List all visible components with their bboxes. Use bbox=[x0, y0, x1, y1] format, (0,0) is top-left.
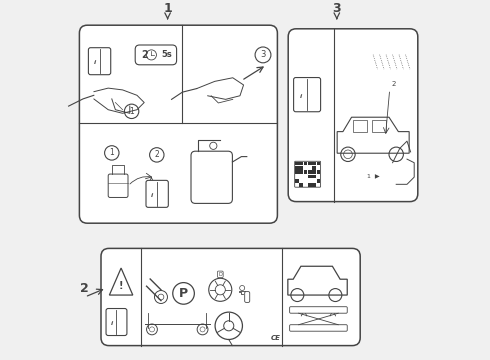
FancyBboxPatch shape bbox=[288, 29, 418, 202]
Text: CE: CE bbox=[271, 334, 281, 341]
Bar bbox=[308, 162, 312, 165]
Bar bbox=[295, 162, 298, 165]
Text: 3: 3 bbox=[260, 50, 266, 59]
Bar bbox=[353, 120, 368, 132]
Text: i: i bbox=[300, 94, 302, 99]
Bar bbox=[295, 179, 298, 183]
Bar bbox=[308, 183, 312, 187]
Bar bbox=[299, 162, 303, 165]
Bar bbox=[317, 179, 320, 183]
Text: 1: 1 bbox=[163, 3, 172, 15]
Bar bbox=[299, 170, 303, 174]
Bar bbox=[295, 170, 298, 174]
FancyBboxPatch shape bbox=[294, 77, 320, 112]
Text: 2: 2 bbox=[141, 50, 147, 60]
Text: 1: 1 bbox=[109, 148, 114, 157]
Bar bbox=[317, 162, 320, 165]
Text: 2: 2 bbox=[80, 282, 89, 294]
Bar bbox=[317, 170, 320, 174]
Bar bbox=[308, 170, 312, 174]
FancyBboxPatch shape bbox=[218, 271, 223, 278]
FancyBboxPatch shape bbox=[88, 48, 111, 75]
Text: 2: 2 bbox=[154, 150, 159, 159]
Text: i: i bbox=[111, 321, 113, 326]
Text: !: ! bbox=[119, 281, 123, 291]
Text: i: i bbox=[151, 193, 153, 198]
Text: 1: 1 bbox=[129, 107, 134, 116]
FancyBboxPatch shape bbox=[245, 292, 250, 302]
FancyBboxPatch shape bbox=[290, 325, 347, 331]
FancyBboxPatch shape bbox=[108, 174, 128, 197]
Text: i: i bbox=[94, 60, 96, 65]
Bar bbox=[299, 183, 303, 187]
Bar bbox=[312, 166, 316, 170]
Text: 5s: 5s bbox=[161, 50, 172, 59]
FancyBboxPatch shape bbox=[106, 309, 127, 336]
Bar bbox=[299, 166, 303, 170]
Bar bbox=[372, 120, 386, 132]
Text: 2: 2 bbox=[391, 81, 395, 87]
Bar bbox=[304, 170, 307, 174]
FancyBboxPatch shape bbox=[191, 151, 232, 203]
Text: 3: 3 bbox=[333, 3, 341, 15]
Bar bbox=[312, 175, 316, 178]
FancyBboxPatch shape bbox=[135, 45, 176, 65]
Bar bbox=[304, 162, 307, 165]
FancyBboxPatch shape bbox=[146, 180, 169, 207]
Bar bbox=[312, 183, 316, 187]
FancyBboxPatch shape bbox=[290, 307, 347, 313]
Bar bbox=[308, 175, 312, 178]
Bar bbox=[295, 166, 298, 170]
FancyBboxPatch shape bbox=[101, 248, 360, 346]
FancyBboxPatch shape bbox=[79, 25, 277, 223]
Bar bbox=[312, 162, 316, 165]
Text: D: D bbox=[219, 272, 222, 277]
Bar bbox=[312, 170, 316, 174]
Text: 1  ▶: 1 ▶ bbox=[368, 173, 380, 178]
Text: P: P bbox=[179, 287, 188, 300]
FancyBboxPatch shape bbox=[294, 161, 320, 187]
